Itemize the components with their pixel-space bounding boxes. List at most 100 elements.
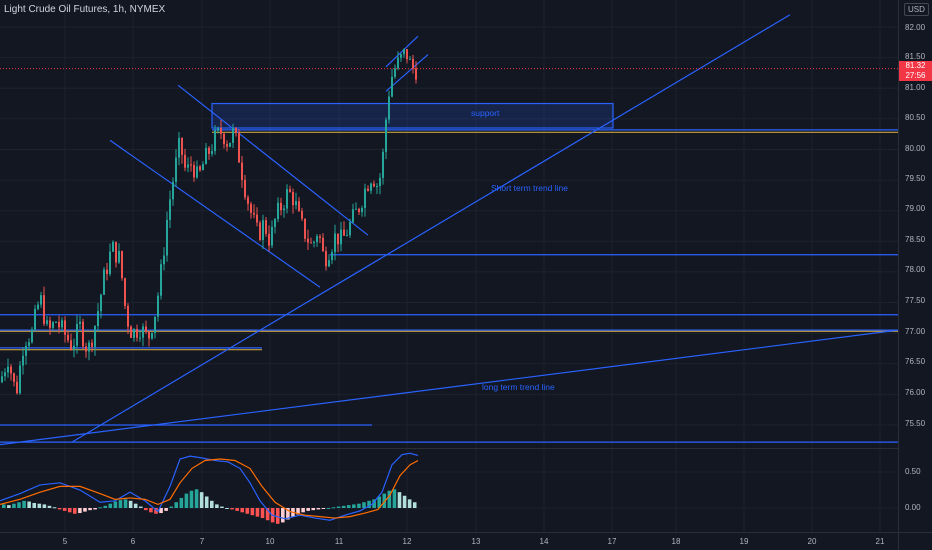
symbol-title[interactable]: Light Crude Oil Futures, 1h, NYMEX (4, 4, 166, 15)
time-tick: 6 (130, 537, 136, 546)
candle-body (85, 346, 87, 352)
macd-histogram-bar (306, 508, 310, 511)
macd-histogram-bar (331, 507, 336, 509)
candle-body (31, 329, 33, 343)
macd-histogram-bar (230, 508, 234, 510)
macd-histogram-bar (377, 496, 381, 508)
macd-histogram-bar (103, 505, 108, 508)
candle-body (16, 381, 18, 394)
candle-body (400, 54, 402, 58)
candle-body (58, 321, 60, 328)
candle-body (181, 137, 183, 155)
macd-histogram-bar (260, 508, 265, 519)
price-tick: 81.00 (905, 83, 926, 92)
candle-body (64, 320, 66, 335)
macd-histogram-bar (392, 489, 397, 508)
candle-body (226, 144, 228, 147)
macd-histogram-bar (93, 508, 97, 510)
macd-line (0, 452, 419, 521)
candle-body (304, 218, 306, 239)
time-tick: 20 (807, 537, 817, 546)
macd-histogram-bar (7, 505, 11, 508)
macd-histogram-bar (199, 492, 204, 508)
candle-body (244, 179, 246, 198)
candle-body (76, 323, 78, 346)
macd-histogram-bar (57, 508, 62, 510)
candle-body (376, 186, 378, 188)
macd-histogram-bar (397, 492, 402, 508)
macd-histogram-bar (179, 497, 184, 508)
macd-histogram-bar (164, 508, 168, 511)
candle-body (46, 320, 48, 324)
macd-histogram-bar (88, 508, 92, 511)
macd-histogram-bar (367, 500, 371, 508)
time-tick: 17 (607, 537, 617, 546)
candle-body (145, 326, 147, 332)
bar-countdown: 27:56 (905, 71, 926, 80)
macd-histogram-bar (235, 508, 239, 511)
candle-body (286, 189, 288, 209)
candle-body (166, 219, 168, 256)
candle-body (175, 157, 177, 182)
candle-body (109, 251, 111, 274)
candle-body (73, 345, 75, 350)
macd-histogram-bar (412, 502, 417, 508)
candle-body (271, 226, 273, 246)
candle-body (112, 241, 114, 252)
macd-histogram-bar (118, 500, 123, 508)
candle-body (154, 316, 156, 333)
candle-body (211, 151, 213, 154)
macd-histogram-bar (149, 508, 153, 513)
candle-body (148, 331, 150, 339)
candle-body (187, 164, 189, 168)
support-zone (211, 102, 614, 129)
long-trend-label[interactable]: long term trend line (482, 382, 555, 392)
candle-body (202, 164, 204, 171)
candle-body (331, 252, 333, 261)
candle-body (301, 211, 303, 219)
candle-body (280, 202, 282, 211)
short-trend-label[interactable]: Short term trend line (491, 183, 569, 193)
candle-body (106, 269, 108, 274)
candle-body (292, 192, 294, 206)
candle-body (220, 128, 222, 134)
macd-histogram-bar (204, 496, 209, 508)
macd-histogram-bar (159, 508, 163, 514)
candle-body (130, 326, 132, 338)
candle-body (208, 147, 210, 154)
macd-histogram-bar (382, 493, 387, 508)
candle-body (160, 264, 162, 296)
candle-body (25, 345, 27, 356)
signal-line (0, 458, 419, 519)
macd-histogram-bar (210, 500, 214, 508)
candle-body (403, 49, 405, 55)
candle-body (250, 203, 252, 213)
candle-body (214, 130, 216, 152)
time-tick: 18 (671, 537, 681, 546)
currency-badge[interactable]: USD (904, 3, 929, 16)
support-label[interactable]: support (471, 108, 500, 118)
candle-body (313, 242, 315, 244)
candle-body (235, 127, 237, 133)
candle-body (193, 164, 195, 178)
candle-body (370, 183, 372, 191)
candle-body (172, 181, 174, 200)
pane-separator[interactable] (0, 448, 898, 449)
candle-body (199, 166, 201, 171)
candle-body (289, 189, 291, 193)
macd-histogram-bar (83, 508, 87, 512)
macd-histogram-bar (189, 490, 194, 508)
candle-body (382, 151, 384, 178)
candle-body (40, 295, 42, 305)
macd-histogram-bar (316, 508, 321, 510)
candle-body (121, 251, 123, 279)
channel-lower-line (109, 139, 321, 288)
macd-histogram-bar (225, 508, 229, 509)
macd-histogram-bar (275, 508, 280, 524)
price-tick: 80.50 (905, 113, 926, 122)
macd-histogram-bar (42, 504, 47, 508)
candle-body (358, 208, 360, 213)
candle-body (169, 199, 171, 220)
macd-histogram-bar (133, 503, 138, 508)
